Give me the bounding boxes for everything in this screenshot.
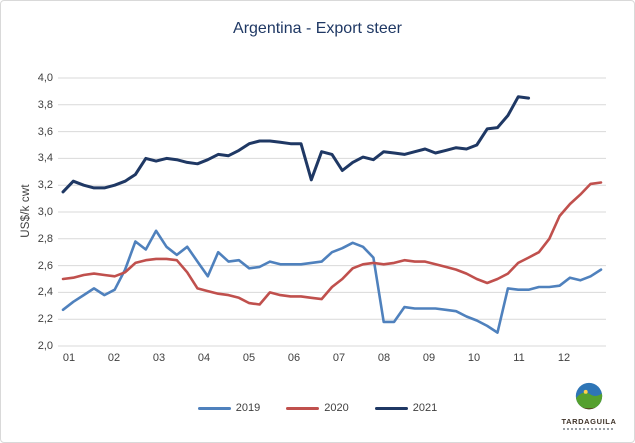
legend-item-2020: 2020 — [286, 402, 349, 414]
legend-swatch — [286, 406, 320, 410]
legend: 2019 2020 2021 — [1, 402, 634, 414]
x-tick-label: 07 — [332, 352, 346, 364]
legend-label: 2019 — [235, 402, 261, 414]
y-tick-label: 4,0 — [37, 72, 53, 84]
logo: TARDAGUILA — [554, 381, 624, 430]
logo-globe-icon — [575, 382, 603, 410]
legend-swatch — [197, 406, 231, 410]
y-tick-label: 2,0 — [37, 340, 53, 352]
legend-label: 2021 — [412, 402, 438, 414]
y-tick-label: 2,2 — [37, 313, 53, 325]
chart-title: Argentina - Export steer — [233, 20, 402, 37]
y-tick-label: 2,8 — [37, 233, 53, 245]
legend-item-2019: 2019 — [197, 402, 261, 414]
x-tick-label: 09 — [422, 352, 436, 364]
y-tick-label: 3,4 — [37, 152, 53, 164]
x-tick-label: 11 — [513, 352, 525, 364]
y-tick-label: 3,8 — [37, 99, 53, 111]
x-tick-label: 12 — [557, 352, 571, 364]
x-tick-label: 04 — [197, 352, 211, 364]
y-tick-label: 3,6 — [37, 126, 53, 138]
y-tick-label: 2,6 — [37, 260, 53, 272]
x-tick-label: 06 — [287, 352, 301, 364]
series-line-2019 — [61, 229, 603, 334]
y-tick-label: 3,2 — [37, 179, 53, 191]
logo-subtext — [563, 427, 615, 430]
x-tick-label: 05 — [242, 352, 256, 364]
legend-label: 2020 — [324, 402, 349, 414]
x-tick-label: 10 — [467, 352, 481, 364]
legend-swatch — [374, 406, 408, 410]
y-tick-label: 3,0 — [37, 206, 53, 218]
x-tick-label: 03 — [152, 352, 166, 364]
x-tick-label: 08 — [377, 352, 391, 364]
series-line-2021 — [61, 95, 531, 194]
x-tick-label: 01 — [62, 352, 76, 364]
series-line-2020 — [61, 181, 603, 306]
logo-text: TARDAGUILA — [561, 417, 617, 426]
y-tick-label: 2,4 — [37, 286, 53, 298]
x-tick-label: 02 — [107, 352, 121, 364]
legend-item-2021: 2021 — [374, 402, 438, 414]
